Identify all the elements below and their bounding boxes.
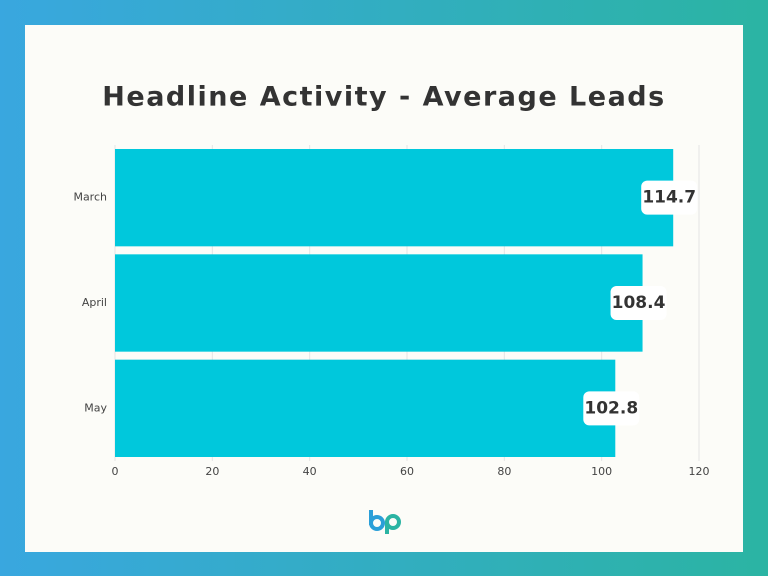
x-tick-label: 80 <box>497 465 511 478</box>
value-label: 114.7 <box>642 188 696 208</box>
value-label: 108.4 <box>612 293 666 313</box>
chart-title: Headline Activity - Average Leads <box>102 82 665 113</box>
bar <box>115 254 643 352</box>
x-tick-label: 0 <box>112 465 119 478</box>
logo <box>369 510 401 534</box>
bar <box>115 359 616 457</box>
value-label-box <box>610 286 667 320</box>
x-tick-label: 60 <box>400 465 414 478</box>
value-label-box <box>583 391 640 426</box>
x-tick-label: 40 <box>303 465 317 478</box>
bar <box>115 149 674 247</box>
y-tick-label: April <box>82 296 107 309</box>
y-tick-label: May <box>84 401 107 414</box>
x-tick-label: 20 <box>205 465 219 478</box>
x-tick-label: 120 <box>689 465 710 478</box>
value-label-box <box>641 180 698 215</box>
value-label: 102.8 <box>584 398 638 418</box>
y-tick-label: March <box>73 191 107 204</box>
x-tick-label: 100 <box>591 465 612 478</box>
